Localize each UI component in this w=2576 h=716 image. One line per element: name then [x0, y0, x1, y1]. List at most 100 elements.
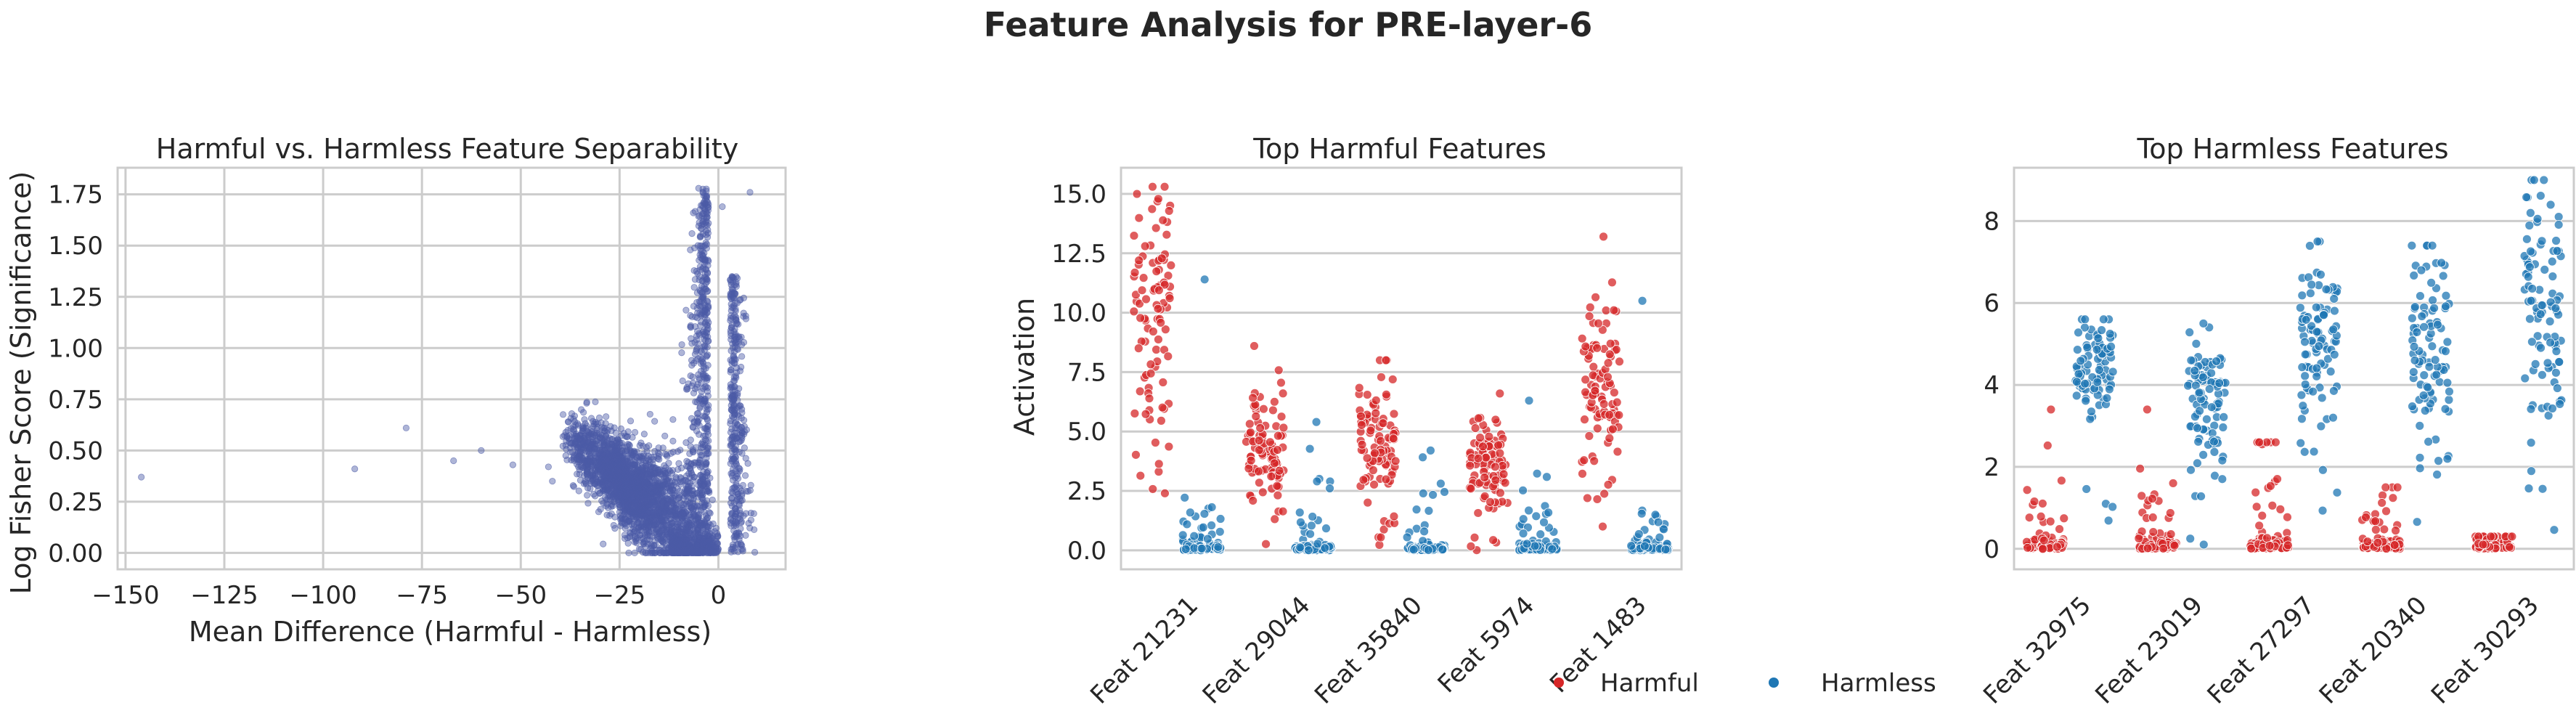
- strip-point: [1612, 397, 1622, 407]
- strip-point: [1536, 529, 1546, 540]
- strip-point: [1152, 345, 1161, 354]
- data-point: [693, 344, 701, 351]
- strip-point: [1590, 386, 1600, 396]
- strip-point: [1585, 302, 1595, 312]
- data-point: [738, 353, 746, 360]
- data-point: [646, 410, 653, 418]
- data-point: [623, 434, 630, 441]
- strip-point: [1244, 419, 1255, 429]
- strip-point: [1251, 411, 1261, 421]
- strip-point: [2148, 494, 2157, 504]
- strip-point: [1381, 355, 1391, 365]
- data-point: [661, 535, 668, 542]
- strip-point: [1425, 445, 1435, 455]
- data-point: [733, 430, 741, 437]
- strip-point: [1547, 544, 1557, 554]
- x-tick-label: 0: [711, 581, 727, 610]
- data-point: [690, 473, 698, 481]
- strip-point: [2371, 516, 2380, 526]
- strip-point: [1592, 423, 1602, 434]
- data-point: [730, 289, 738, 296]
- strip-point: [1181, 544, 1191, 554]
- strip-point: [2251, 502, 2262, 512]
- strip-point: [1473, 508, 1483, 518]
- data-point: [607, 423, 614, 430]
- data-point: [570, 483, 577, 490]
- data-point: [562, 442, 570, 449]
- strip-point: [1140, 241, 1150, 251]
- strip-point: [1599, 232, 1608, 242]
- data-point: [704, 322, 712, 329]
- data-point: [576, 476, 584, 484]
- strip-point: [2486, 532, 2496, 542]
- strip-point: [1274, 465, 1284, 476]
- y-tick-label: 7.5: [1067, 358, 1106, 387]
- strip-point: [2102, 393, 2112, 403]
- data-point: [747, 516, 755, 524]
- strip-point: [1159, 182, 1170, 192]
- data-point: [613, 455, 621, 463]
- data-point: [688, 229, 696, 237]
- strip-point: [2391, 526, 2400, 536]
- data-point: [678, 541, 685, 548]
- data-point: [743, 510, 750, 517]
- strip-point: [2388, 493, 2398, 503]
- strip-point: [1134, 213, 1144, 223]
- strip-point: [2254, 437, 2265, 447]
- strip-point: [1518, 514, 1528, 524]
- data-point: [608, 436, 616, 443]
- data-point: [600, 464, 607, 471]
- strip-point: [1246, 428, 1255, 437]
- data-point: [634, 466, 641, 473]
- data-point: [632, 537, 640, 545]
- strip-point: [1518, 529, 1528, 539]
- strip-point: [1154, 467, 1164, 476]
- strip-point: [1157, 402, 1167, 412]
- data-point: [746, 189, 754, 196]
- data-point: [636, 532, 644, 539]
- strip-point: [1419, 526, 1429, 537]
- data-point: [680, 510, 687, 517]
- strip-point: [2251, 487, 2261, 497]
- strip-point: [1363, 497, 1373, 508]
- strip-point: [1154, 459, 1164, 469]
- data-point: [611, 481, 619, 488]
- data-point: [691, 351, 699, 358]
- data-point: [659, 526, 666, 534]
- data-point: [563, 434, 571, 441]
- strip-point: [1376, 532, 1386, 542]
- data-point: [733, 497, 741, 504]
- strip-point: [1634, 529, 1644, 539]
- strip-point: [1605, 410, 1615, 420]
- strip-point: [2373, 537, 2383, 548]
- strip-point: [1162, 229, 1172, 240]
- data-point: [690, 419, 698, 426]
- strip-point: [1254, 466, 1263, 476]
- strip-point: [1475, 433, 1485, 443]
- strip-point: [1496, 488, 1505, 498]
- strip-point: [1160, 488, 1170, 498]
- data-point: [645, 504, 653, 512]
- strip-point: [1369, 465, 1378, 475]
- data-point: [626, 476, 634, 484]
- strip-point: [1637, 296, 1647, 306]
- strip-point: [2046, 404, 2056, 415]
- data-point: [702, 337, 709, 344]
- strip-point: [1591, 292, 1600, 302]
- strip-point: [2105, 384, 2114, 394]
- data-point: [664, 502, 672, 509]
- strip-point: [1357, 439, 1367, 449]
- data-point: [698, 309, 706, 317]
- strip-point: [1246, 455, 1256, 465]
- strip-point: [1470, 532, 1480, 542]
- strip-point: [1530, 541, 1540, 551]
- strip-point: [1266, 471, 1276, 481]
- data-point: [478, 447, 485, 454]
- data-point: [737, 402, 744, 410]
- data-point: [730, 402, 738, 409]
- data-point: [733, 460, 740, 468]
- data-point: [654, 482, 661, 489]
- strip-point: [1440, 487, 1449, 497]
- data-point: [713, 540, 720, 547]
- strip-point: [2056, 476, 2066, 486]
